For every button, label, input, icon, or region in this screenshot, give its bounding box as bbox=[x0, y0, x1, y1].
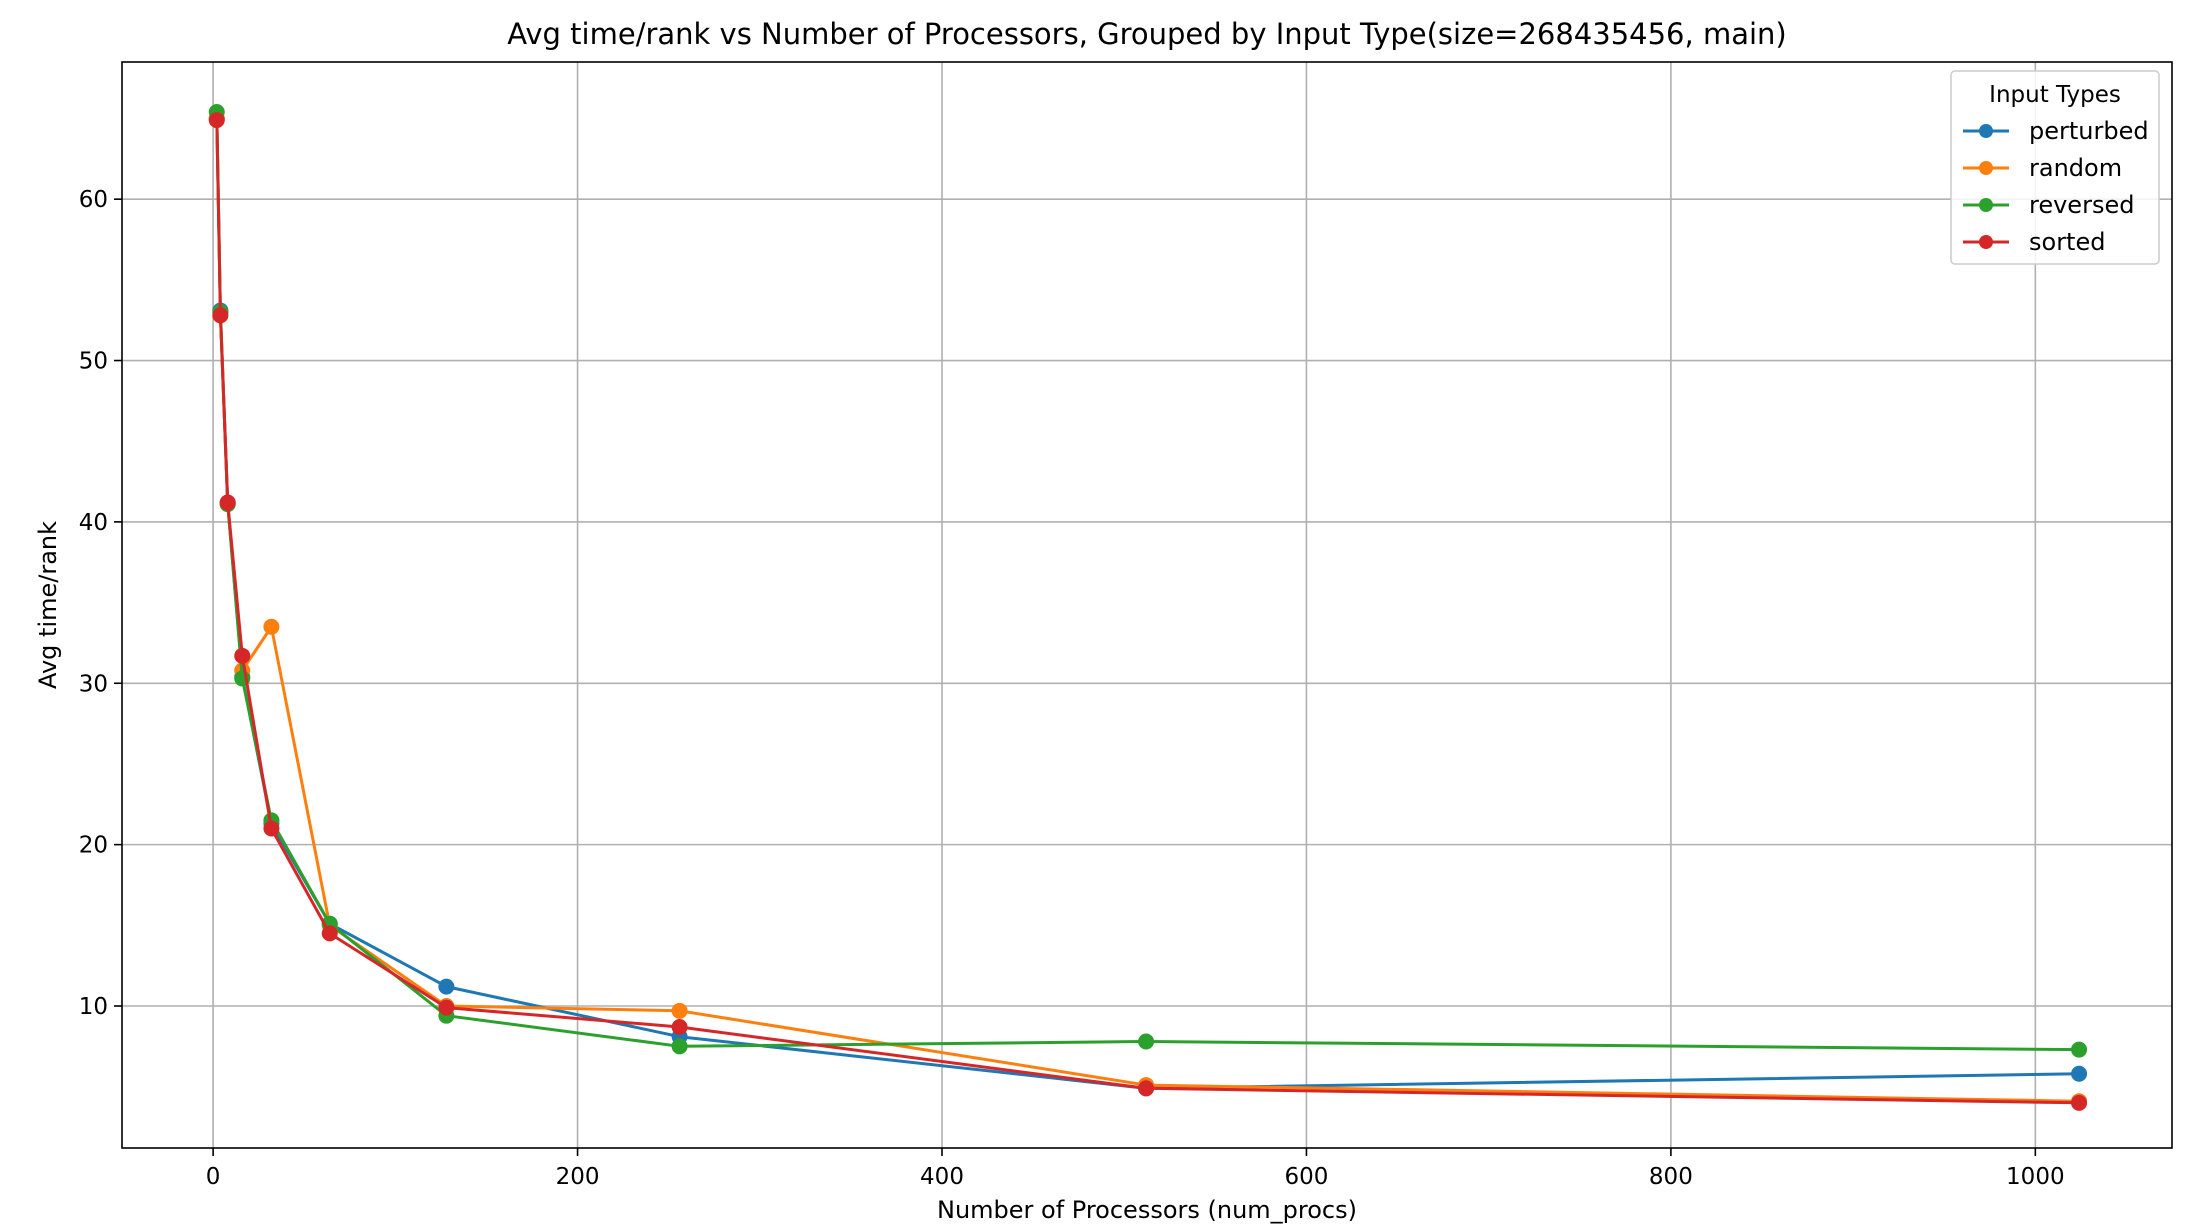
y-tick-label: 30 bbox=[79, 671, 108, 697]
x-tick-label: 0 bbox=[206, 1164, 221, 1190]
chart-title: Avg time/rank vs Number of Processors, G… bbox=[507, 17, 1786, 51]
legend-swatch-marker bbox=[1979, 161, 1993, 175]
data-point-reversed bbox=[671, 1038, 688, 1055]
data-point-sorted bbox=[671, 1018, 688, 1035]
data-point-sorted bbox=[208, 112, 225, 129]
legend-label: random bbox=[2029, 154, 2122, 182]
data-point-sorted bbox=[212, 307, 229, 324]
data-point-sorted bbox=[234, 647, 251, 664]
plot-area-frame bbox=[121, 61, 2173, 1149]
x-tick-label: 800 bbox=[1649, 1164, 1693, 1190]
legend-item-reversed: reversed bbox=[1963, 191, 2134, 219]
data-point-random bbox=[263, 618, 280, 635]
legend-swatch-marker bbox=[1979, 124, 1993, 138]
data-point-reversed bbox=[2071, 1041, 2088, 1058]
x-tick-label: 1000 bbox=[2006, 1164, 2065, 1190]
legend-box bbox=[1950, 70, 2160, 265]
legend-swatch-marker bbox=[1979, 235, 1993, 249]
y-tick-label: 40 bbox=[79, 510, 108, 536]
legend: Input Types perturbed random reversed sorte… bbox=[1950, 70, 2160, 265]
data-point-sorted bbox=[2071, 1094, 2088, 1111]
x-tick-label: 600 bbox=[1284, 1164, 1328, 1190]
legend-label: perturbed bbox=[2029, 117, 2149, 145]
series-sorted bbox=[208, 112, 2088, 1111]
axis-ticks: 0 200 400 600 800 1000 10 20 30 40 50 60 bbox=[79, 187, 2065, 1190]
data-point-perturbed bbox=[438, 978, 455, 995]
data-point-sorted bbox=[321, 925, 338, 942]
data-point-sorted bbox=[219, 494, 236, 511]
y-tick-label: 60 bbox=[79, 187, 108, 213]
x-tick-label: 200 bbox=[556, 1164, 600, 1190]
series-line-sorted bbox=[215, 118, 2081, 1105]
legend-item-perturbed: perturbed bbox=[1963, 117, 2149, 145]
series-layer bbox=[208, 104, 2088, 1111]
y-tick-label: 10 bbox=[79, 994, 108, 1020]
y-axis-label: Avg time/rank bbox=[34, 521, 62, 689]
data-point-perturbed bbox=[2071, 1065, 2088, 1082]
legend-title: Input Types bbox=[1989, 82, 2121, 108]
legend-items: perturbed random reversed sorted bbox=[1963, 117, 2149, 256]
y-tick-label: 20 bbox=[79, 833, 108, 859]
data-point-reversed bbox=[1138, 1033, 1155, 1050]
legend-item-sorted: sorted bbox=[1963, 228, 2105, 256]
legend-item-random: random bbox=[1963, 154, 2122, 182]
grid bbox=[122, 62, 2172, 1148]
x-tick-label: 400 bbox=[920, 1164, 964, 1190]
data-point-random bbox=[671, 1002, 688, 1019]
data-point-sorted bbox=[263, 820, 280, 837]
legend-swatch-marker bbox=[1979, 198, 1993, 212]
legend-label: sorted bbox=[2029, 228, 2105, 256]
x-axis-label: Number of Processors (num_procs) bbox=[937, 1196, 1357, 1224]
data-point-sorted bbox=[438, 999, 455, 1016]
data-point-sorted bbox=[1138, 1080, 1155, 1097]
y-tick-label: 50 bbox=[79, 349, 108, 375]
legend-label: reversed bbox=[2029, 191, 2134, 219]
